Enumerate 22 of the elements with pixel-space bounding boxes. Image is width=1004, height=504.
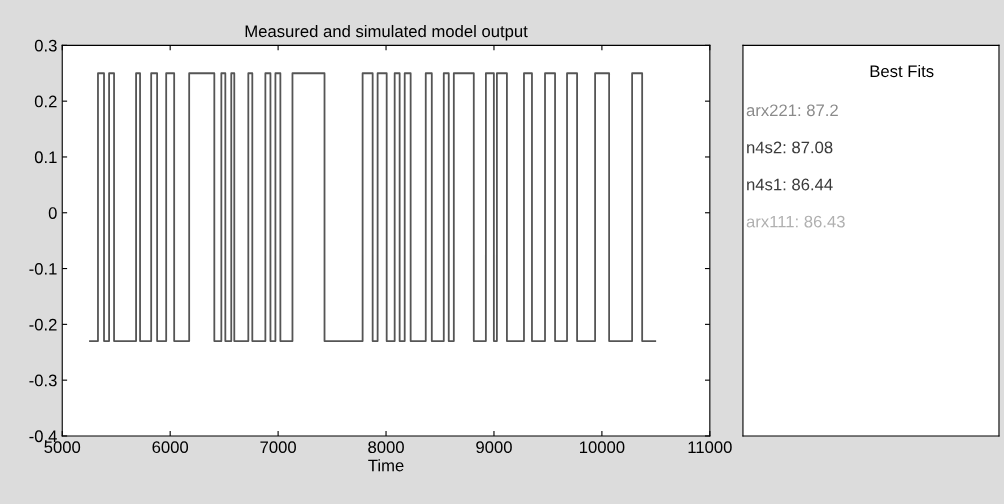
chart-title: Measured and simulated model output (245, 24, 528, 41)
text: n4s2: 87.08 (747, 141, 833, 154)
x-axis-title: Time (368, 459, 404, 472)
x-tick-label: 5000 (44, 441, 81, 454)
x-tick-label: 7000 (260, 441, 296, 454)
x-tick-label: 6000 (152, 441, 189, 454)
y-tick-label: 0.3 (34, 39, 57, 52)
x-tick-label: 9000 (476, 441, 512, 454)
y-tick-label: -0.2 (29, 318, 57, 331)
y-tick-label: -0.1 (29, 262, 57, 275)
y-tick-label: 0 (48, 207, 57, 219)
x-tick-label: 8000 (368, 441, 404, 454)
x-tick-label: 10000 (580, 441, 625, 454)
y-tick-label: 0.2 (34, 95, 57, 108)
text: arx111: 86.43 (746, 215, 845, 228)
x-tick-label: 11000 (688, 441, 732, 454)
y-tick-label: 0.1 (34, 151, 57, 164)
text: arx221: 87.2 (746, 104, 838, 117)
text: Best Fits (870, 64, 934, 78)
y-tick-label: -0.4 (29, 430, 57, 443)
text: n4s1: 86.44 (747, 178, 833, 191)
y-tick-label: -0.3 (29, 374, 57, 387)
